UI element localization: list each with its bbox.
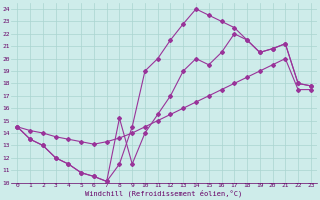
X-axis label: Windchill (Refroidissement éolien,°C): Windchill (Refroidissement éolien,°C) xyxy=(85,190,243,197)
